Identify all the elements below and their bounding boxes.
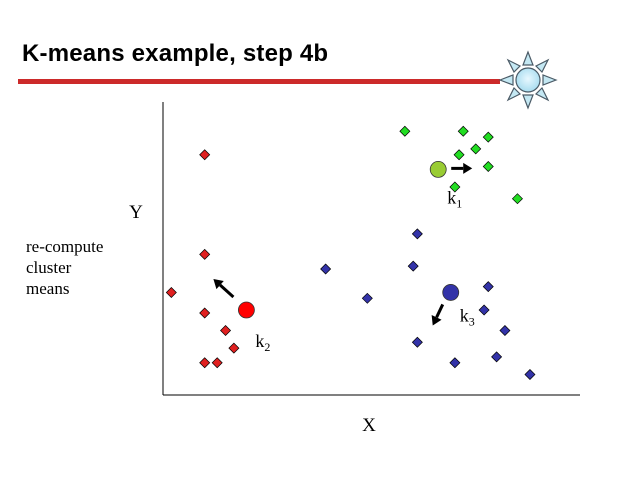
data-point-cluster-1-3 <box>165 286 177 298</box>
data-point-cluster-1-5 <box>220 325 232 337</box>
data-point-cluster-2-5 <box>453 149 465 161</box>
centroid-k3-arrowhead <box>431 314 442 326</box>
data-point-cluster-3-2 <box>320 263 332 275</box>
axes <box>162 102 580 396</box>
centroid-k1-label-index: 1 <box>456 196 462 210</box>
y-axis-label: Y <box>129 202 143 223</box>
data-point-cluster-3-9 <box>449 357 461 369</box>
data-point-cluster-3-1 <box>411 228 423 240</box>
data-point-cluster-3-6 <box>478 304 490 316</box>
centroid-k3-label: k3 <box>460 305 475 328</box>
data-point-cluster-3-5 <box>482 281 494 293</box>
data-point-cluster-3-11 <box>524 368 536 380</box>
side-caption: re-compute cluster means <box>26 236 103 299</box>
data-point-cluster-3-8 <box>411 336 423 348</box>
data-point-cluster-1-7 <box>199 357 211 369</box>
data-point-cluster-3-4 <box>361 292 373 304</box>
data-point-cluster-1-1 <box>199 149 211 161</box>
data-point-cluster-2-7 <box>449 181 461 193</box>
centroid-k2-arrowhead <box>213 279 224 290</box>
centroid-k3-label-letter: k <box>460 305 469 325</box>
sun-disc <box>515 67 541 93</box>
centroid-k1-arrowhead <box>463 162 473 174</box>
sun-icon <box>498 50 558 110</box>
data-point-cluster-2-8 <box>511 193 523 205</box>
centroid-k3 <box>442 284 460 301</box>
title-underline <box>18 79 500 84</box>
side-caption-line-2: cluster <box>26 258 72 277</box>
centroid-k1 <box>429 160 447 178</box>
data-point-cluster-1-8 <box>211 357 223 369</box>
data-point-cluster-2-2 <box>457 125 469 137</box>
data-point-cluster-3-7 <box>499 325 511 337</box>
data-point-cluster-1-2 <box>199 248 211 260</box>
data-point-cluster-3-10 <box>491 351 503 363</box>
centroid-k2-label-index: 2 <box>264 340 270 354</box>
centroid-k2 <box>237 301 255 319</box>
centroid-k3-label-index: 3 <box>469 314 475 328</box>
sun-rays <box>498 50 558 110</box>
data-point-cluster-2-1 <box>399 125 411 137</box>
data-point-cluster-3-3 <box>407 260 419 272</box>
centroid-k2-label-letter: k <box>255 331 264 351</box>
centroid-k2-shift-arrow <box>219 283 235 299</box>
centroid-k1-label-letter: k <box>447 187 456 207</box>
data-points <box>165 125 536 380</box>
x-axis-label: X <box>362 415 376 436</box>
data-point-cluster-1-4 <box>199 307 211 319</box>
data-point-cluster-2-4 <box>470 143 482 155</box>
data-point-cluster-2-6 <box>482 160 494 172</box>
centroid-k1-label: k1 <box>447 187 462 210</box>
centroid-k3-shift-arrow <box>435 303 445 318</box>
data-point-cluster-2-3 <box>482 131 494 143</box>
centroid-k2-label: k2 <box>255 331 270 354</box>
slide-title: K-means example, step 4b <box>22 40 329 67</box>
side-caption-line-1: re-compute <box>26 237 104 256</box>
side-caption-line-3: means <box>26 279 70 298</box>
data-point-cluster-1-6 <box>228 342 240 354</box>
